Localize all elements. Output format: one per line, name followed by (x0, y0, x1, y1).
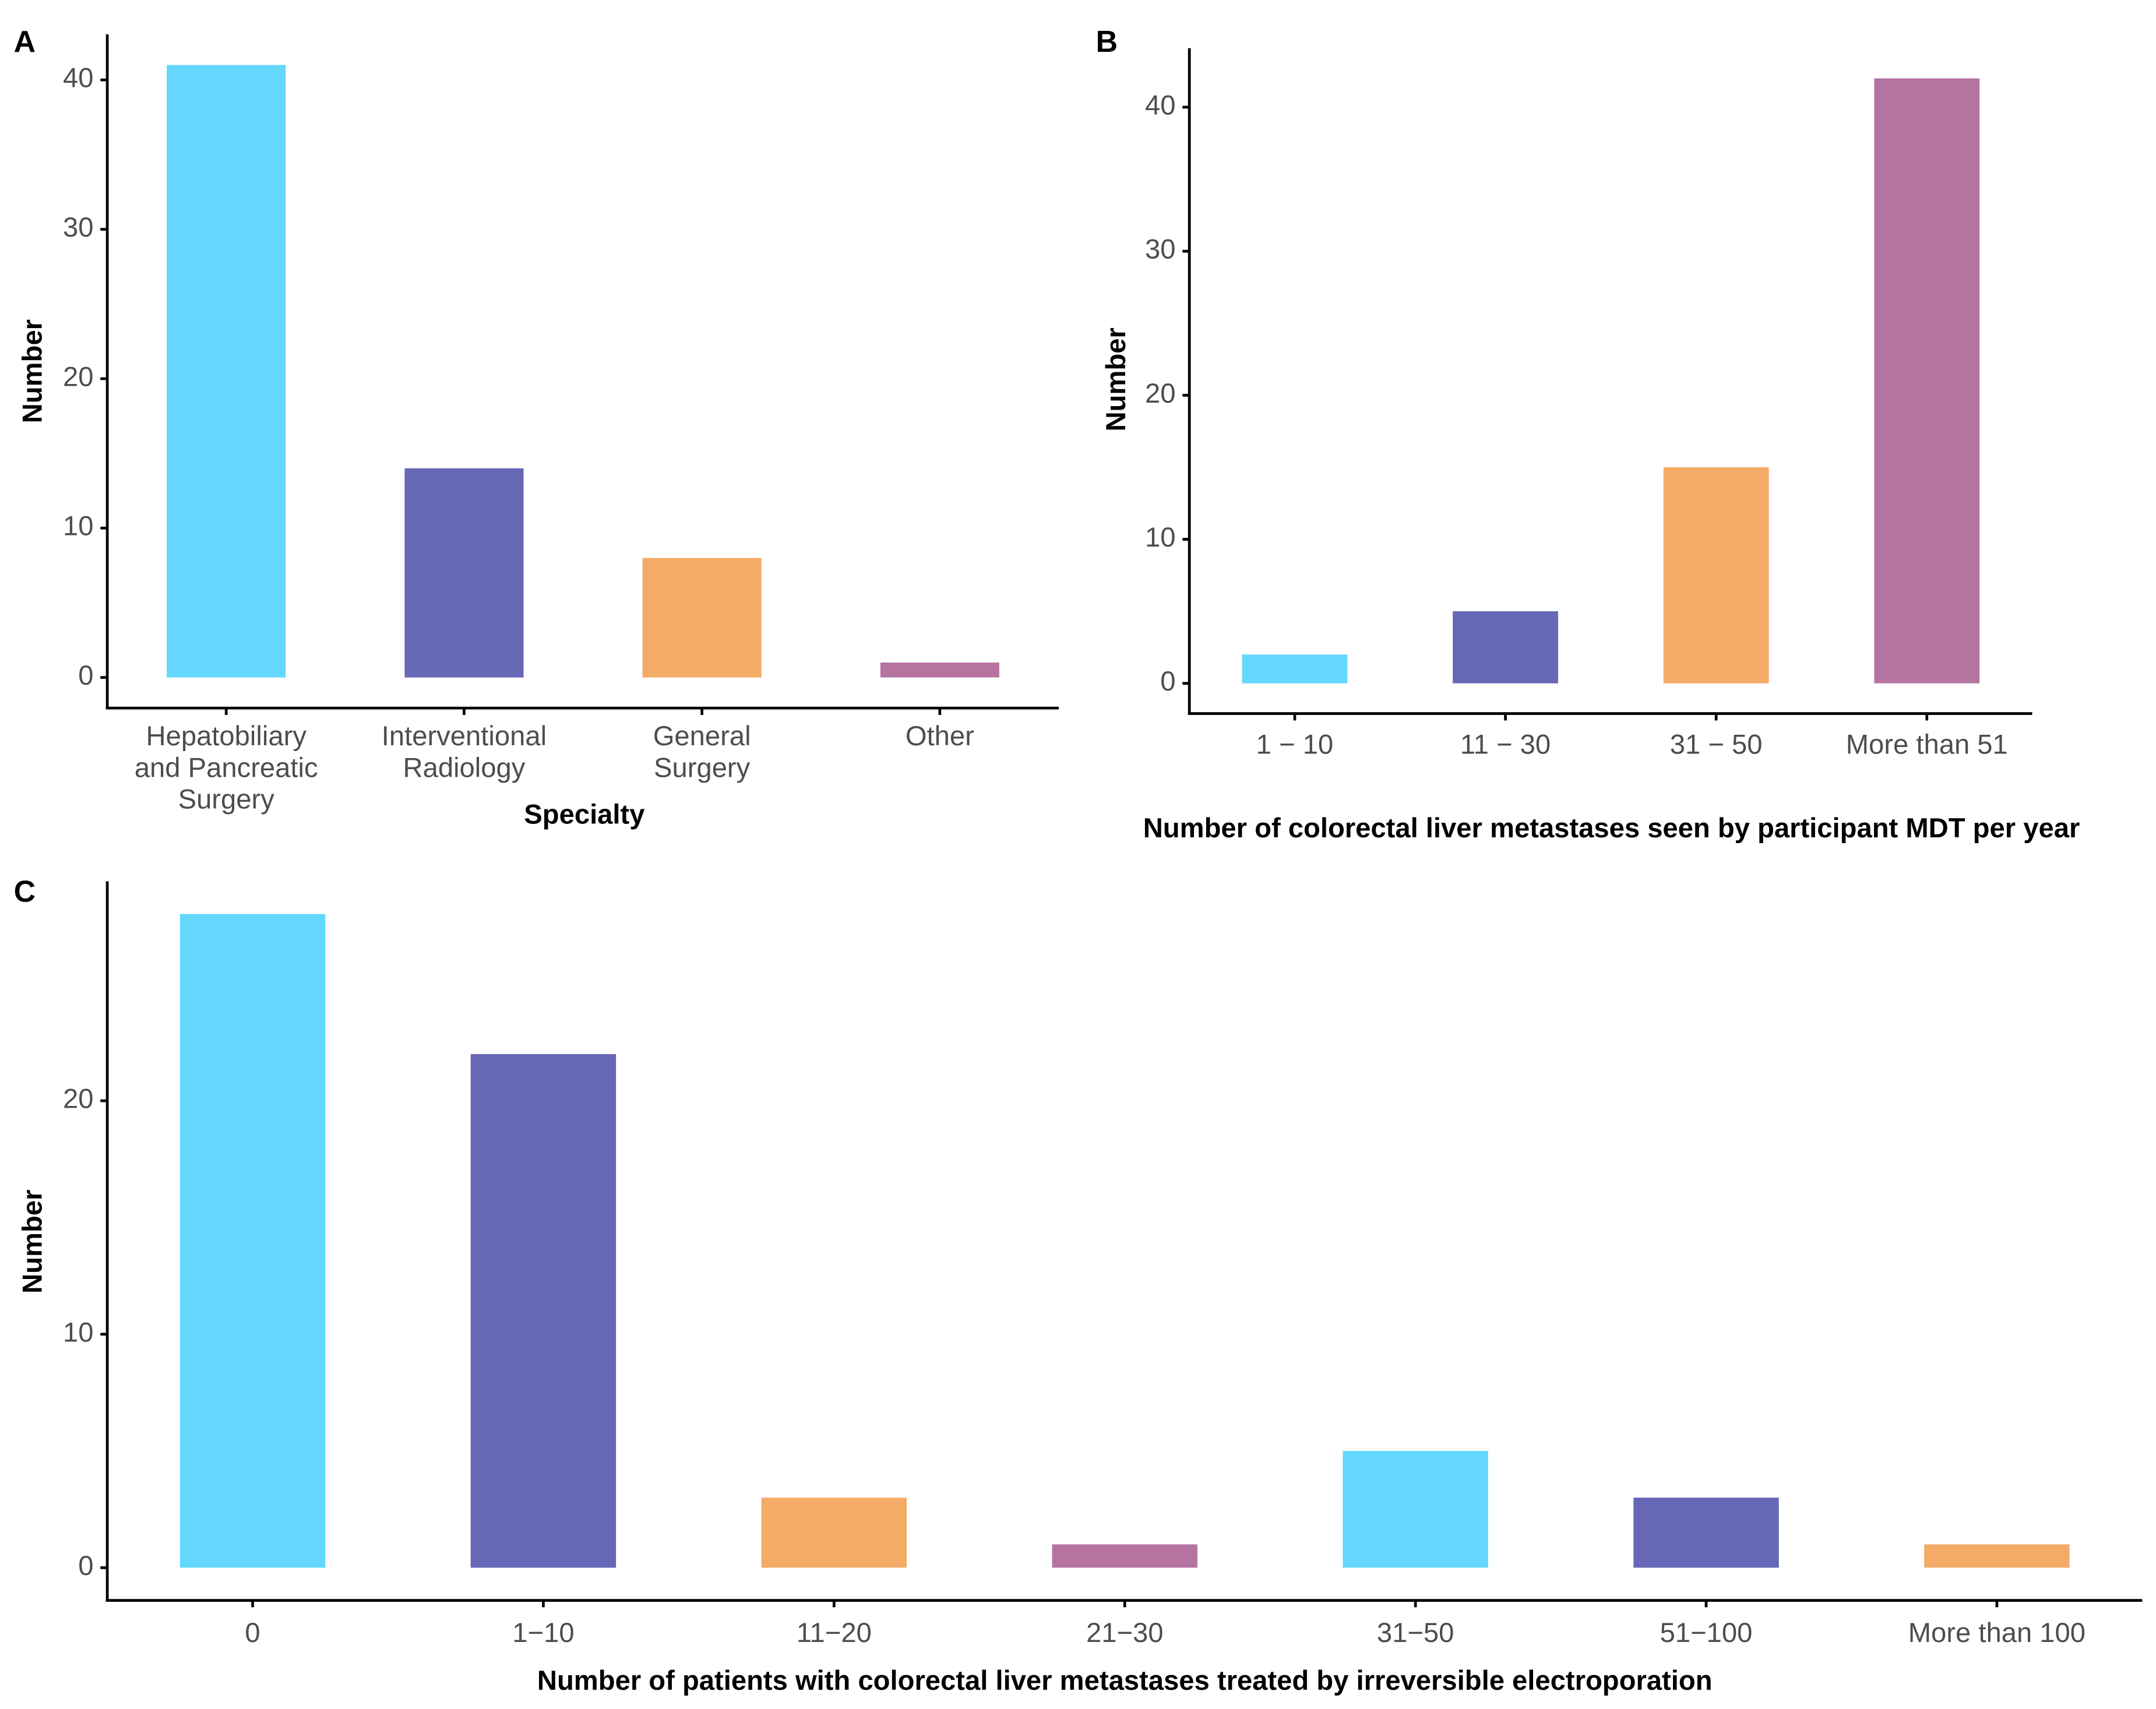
bar (470, 1054, 616, 1568)
bar (1663, 467, 1769, 683)
bar (880, 663, 999, 678)
y-axis-title: Number (1101, 327, 1132, 431)
x-tick-label: 31−50 (1377, 1618, 1454, 1648)
bar (404, 468, 524, 678)
x-tick-label: 31 − 50 (1670, 730, 1763, 760)
x-tick-label: More than 51 (1846, 730, 2008, 760)
bar (761, 1497, 907, 1568)
bar (1924, 1544, 2070, 1568)
y-tick-label: 40 (1145, 90, 1176, 121)
x-tick-label: Hepatobiliary and Pancreatic Surgery (135, 721, 318, 816)
y-tick-label: 20 (63, 1084, 94, 1115)
x-tick-label: 51−100 (1660, 1618, 1753, 1648)
x-tick-label: 11−20 (797, 1618, 872, 1648)
bar (642, 558, 762, 678)
x-tick-label: More than 100 (1908, 1618, 2085, 1648)
x-axis-title: Number of colorectal liver metastases se… (1143, 813, 2080, 844)
y-tick-label: 20 (63, 361, 94, 392)
x-tick-label-line: Other (906, 721, 974, 752)
x-tick-label: 21−30 (1086, 1618, 1164, 1648)
y-tick-label: 0 (78, 1551, 93, 1581)
x-tick-label-line: Surgery (654, 753, 751, 784)
bar (1453, 611, 1558, 683)
x-tick-label: 0 (245, 1618, 260, 1648)
x-axis-title: Number of patients with colorectal liver… (537, 1665, 1713, 1696)
y-tick-label: 0 (78, 660, 93, 691)
bar (179, 914, 326, 1568)
y-axis-title: Number (17, 1190, 48, 1294)
x-tick-label-line: Hepatobiliary (146, 721, 307, 752)
x-tick-label-line: Interventional (382, 721, 547, 752)
x-axis-title: Specialty (524, 799, 644, 830)
y-tick-label: 40 (63, 63, 94, 94)
panel-label: B (1096, 25, 1118, 59)
panel-label: A (14, 25, 36, 59)
y-tick-label: 20 (1145, 378, 1176, 409)
x-tick-label: 11 − 30 (1460, 730, 1551, 760)
bar (1052, 1544, 1197, 1568)
bar (167, 65, 286, 678)
x-tick-label-line: Surgery (178, 784, 275, 815)
y-axis-title: Number (17, 319, 48, 423)
bar (1874, 78, 1980, 683)
y-tick-label: 0 (1160, 666, 1175, 697)
y-tick-label: 30 (63, 212, 94, 243)
x-tick-label: Interventional Radiology (382, 721, 547, 784)
x-tick-label: Other (906, 721, 974, 752)
panel-label: C (14, 875, 36, 908)
y-tick-label: 30 (1145, 234, 1176, 265)
y-tick-label: 10 (1145, 522, 1176, 553)
x-tick-label-line: General (653, 721, 751, 752)
bar (1343, 1451, 1488, 1568)
x-tick-label: 1−10 (512, 1618, 574, 1648)
bar (1242, 654, 1348, 683)
x-tick-label-line: Radiology (403, 753, 526, 784)
bar (1633, 1497, 1779, 1568)
y-tick-label: 10 (63, 511, 94, 542)
x-tick-label: 1 − 10 (1256, 730, 1334, 760)
x-tick-label: General Surgery (653, 721, 751, 784)
y-tick-label: 10 (63, 1317, 94, 1348)
x-tick-label-line: and Pancreatic (135, 753, 318, 784)
